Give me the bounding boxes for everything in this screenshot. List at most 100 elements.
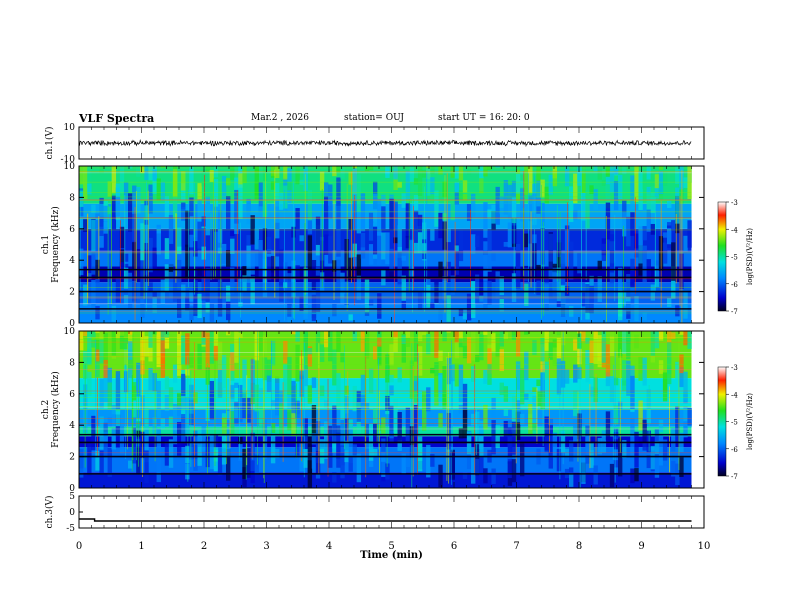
texture-cell (687, 331, 692, 349)
texture-cell (201, 346, 206, 353)
texture-cell (103, 365, 108, 402)
texture-cell (348, 457, 353, 472)
texture-cell (356, 390, 362, 412)
texture-cell (499, 349, 504, 372)
texture-cell (87, 255, 92, 274)
texture-cell (115, 371, 121, 410)
texture-cell (687, 220, 692, 248)
texture-cell (548, 233, 553, 262)
texture-cell (654, 331, 660, 349)
texture-cell (119, 335, 125, 350)
texture-cell (279, 269, 284, 302)
texture-cell (340, 272, 345, 304)
texture-cell (226, 196, 231, 232)
texture-cell (499, 303, 504, 312)
texture-cell (311, 433, 317, 445)
texture-cell (483, 468, 488, 484)
texture-cell (548, 174, 553, 195)
texture-cell (630, 286, 635, 294)
texture-cell (119, 249, 125, 268)
texture-cell (687, 407, 692, 426)
texture-cell (128, 166, 133, 169)
texture-cell (658, 419, 664, 433)
texture-cell (654, 457, 660, 478)
texture-cell (397, 251, 402, 286)
texture-cell (144, 336, 149, 357)
texture-cell (262, 166, 268, 182)
texture-cell (119, 262, 125, 271)
texture-cell (679, 331, 684, 335)
texture-cell (115, 401, 121, 427)
texture-cell (270, 422, 276, 434)
texture-cell (499, 382, 504, 396)
texture-cell (266, 255, 272, 281)
texture-cell (630, 468, 635, 484)
texture-cell (683, 290, 688, 319)
texture-cell (683, 421, 688, 438)
texture-cell (132, 185, 137, 214)
texture-cell (160, 166, 166, 168)
texture-cell (520, 368, 525, 405)
texture-cell (548, 418, 553, 457)
texture-cell (466, 204, 472, 221)
texture-cell (107, 417, 112, 427)
texture-cell (409, 239, 415, 278)
texture-cell (340, 452, 345, 479)
texture-cell (462, 180, 468, 193)
texture-cell (642, 245, 647, 283)
texture-cell (209, 169, 215, 183)
texture-cell (360, 331, 366, 352)
texture-cell (430, 302, 435, 310)
texture-cell (226, 250, 231, 267)
texture-cell (426, 284, 431, 301)
texture-cell (160, 340, 166, 378)
texture-cell (413, 211, 419, 243)
texture-cell (258, 331, 264, 352)
colorbar-tick-label: -5 (731, 419, 738, 427)
texture-cell (356, 219, 362, 234)
texture-cell (177, 289, 182, 318)
texture-cell (511, 331, 517, 340)
texture-cell (79, 166, 84, 185)
y-axis-label: ch.1 (41, 235, 51, 254)
texture-cell (642, 166, 647, 190)
texture-cell (454, 181, 460, 193)
texture-cell (609, 270, 615, 280)
texture-cell (556, 242, 562, 274)
texture-cell (683, 371, 688, 401)
texture-cell (315, 454, 321, 464)
texture-cell (630, 375, 635, 410)
texture-cell (442, 331, 447, 342)
texture-cell (132, 408, 137, 418)
texture-cell (307, 346, 313, 367)
texture-cell (397, 411, 402, 443)
texture-cell (401, 453, 406, 475)
texture-cell (520, 442, 525, 477)
texture-cell (136, 214, 141, 231)
texture-cell (254, 228, 259, 250)
texture-cell (254, 454, 259, 474)
texture-cell (638, 400, 643, 431)
texture-cell (569, 306, 574, 317)
texture-cell (430, 166, 435, 174)
texture-cell (172, 196, 178, 219)
texture-cell (307, 235, 313, 270)
texture-cell (230, 230, 235, 237)
texture-cell (675, 305, 680, 317)
texture-cell (430, 453, 435, 467)
texture-cell (417, 331, 423, 342)
texture-cell (226, 331, 231, 336)
texture-cell (177, 331, 182, 346)
texture-cell (364, 402, 370, 423)
texture-cell (475, 459, 480, 475)
texture-cell (332, 349, 337, 386)
texture-cell (246, 198, 251, 225)
texture-cell (123, 349, 129, 366)
texture-cell (205, 332, 210, 371)
texture-cell (417, 214, 423, 233)
y-tick-label: -5 (66, 524, 75, 534)
texture-cell (605, 344, 611, 377)
texture-cell (103, 205, 108, 234)
texture-cell (479, 457, 484, 481)
texture-cell (503, 386, 509, 402)
